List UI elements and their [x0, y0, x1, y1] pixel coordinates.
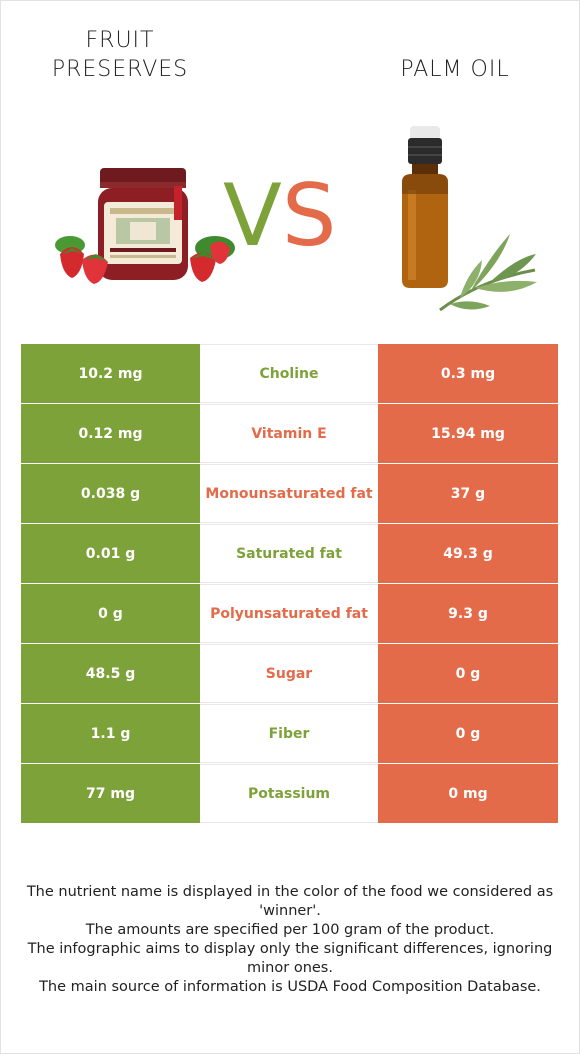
table-row: 48.5 g Sugar 0 g [21, 644, 558, 704]
left-value-cell: 0 g [21, 584, 200, 643]
vs-label: VS [223, 168, 336, 264]
left-value-cell: 1.1 g [21, 704, 200, 763]
right-value-cell: 49.3 g [378, 524, 558, 583]
jam-jar-with-strawberries-image [55, 168, 235, 284]
left-food-title: FRUIT PRESERVES [40, 26, 200, 84]
left-value-cell: 0.12 mg [21, 404, 200, 463]
right-value-cell: 0 g [378, 704, 558, 763]
nutrient-comparison-table: 10.2 mg Choline 0.3 mg 0.12 mg Vitamin E 15.9… [21, 344, 558, 823]
footnote-amounts: The amounts are specified per 100 gram o… [85, 922, 495, 938]
oil-bottle-with-leaves-image [402, 126, 537, 312]
left-title-line1: FRUIT [85, 28, 155, 53]
table-row: 0.12 mg Vitamin E 15.94 mg [21, 404, 558, 464]
table-row: 0.01 g Saturated fat 49.3 g [21, 524, 558, 584]
nutrient-name-cell: Fiber [200, 704, 378, 763]
nutrient-name-cell: Sugar [200, 644, 378, 703]
left-title-line2: PRESERVES [51, 57, 189, 82]
table-row: 1.1 g Fiber 0 g [21, 704, 558, 764]
nutrient-name-cell: Choline [200, 344, 378, 403]
left-value-cell: 48.5 g [21, 644, 200, 703]
left-value-cell: 77 mg [21, 764, 200, 823]
right-value-cell: 0.3 mg [378, 344, 558, 403]
right-value-cell: 15.94 mg [378, 404, 558, 463]
nutrient-name-cell: Vitamin E [200, 404, 378, 463]
right-value-cell: 37 g [378, 464, 558, 523]
table-row: 77 mg Potassium 0 mg [21, 764, 558, 823]
footnote-source: The main source of information is USDA F… [39, 979, 541, 995]
nutrient-name-cell: Saturated fat [200, 524, 378, 583]
nutrient-name-cell: Polyunsaturated fat [200, 584, 378, 643]
right-food-title: PALM OIL [400, 57, 510, 82]
nutrient-name-cell: Potassium [200, 764, 378, 823]
right-value-cell: 0 g [378, 644, 558, 703]
footnotes: The nutrient name is displayed in the co… [20, 883, 560, 997]
footnote-winner: The nutrient name is displayed in the co… [26, 884, 554, 919]
nutrient-name-cell: Monounsaturated fat [200, 464, 378, 523]
left-value-cell: 10.2 mg [21, 344, 200, 403]
vs-letter-v: V [223, 166, 282, 266]
right-value-cell: 0 mg [378, 764, 558, 823]
table-row: 10.2 mg Choline 0.3 mg [21, 344, 558, 404]
right-value-cell: 9.3 g [378, 584, 558, 643]
table-row: 0.038 g Monounsaturated fat 37 g [21, 464, 558, 524]
table-row: 0 g Polyunsaturated fat 9.3 g [21, 584, 558, 644]
left-value-cell: 0.038 g [21, 464, 200, 523]
footnote-differences: The infographic aims to display only the… [27, 941, 553, 976]
left-value-cell: 0.01 g [21, 524, 200, 583]
vs-letter-s: S [281, 166, 337, 266]
